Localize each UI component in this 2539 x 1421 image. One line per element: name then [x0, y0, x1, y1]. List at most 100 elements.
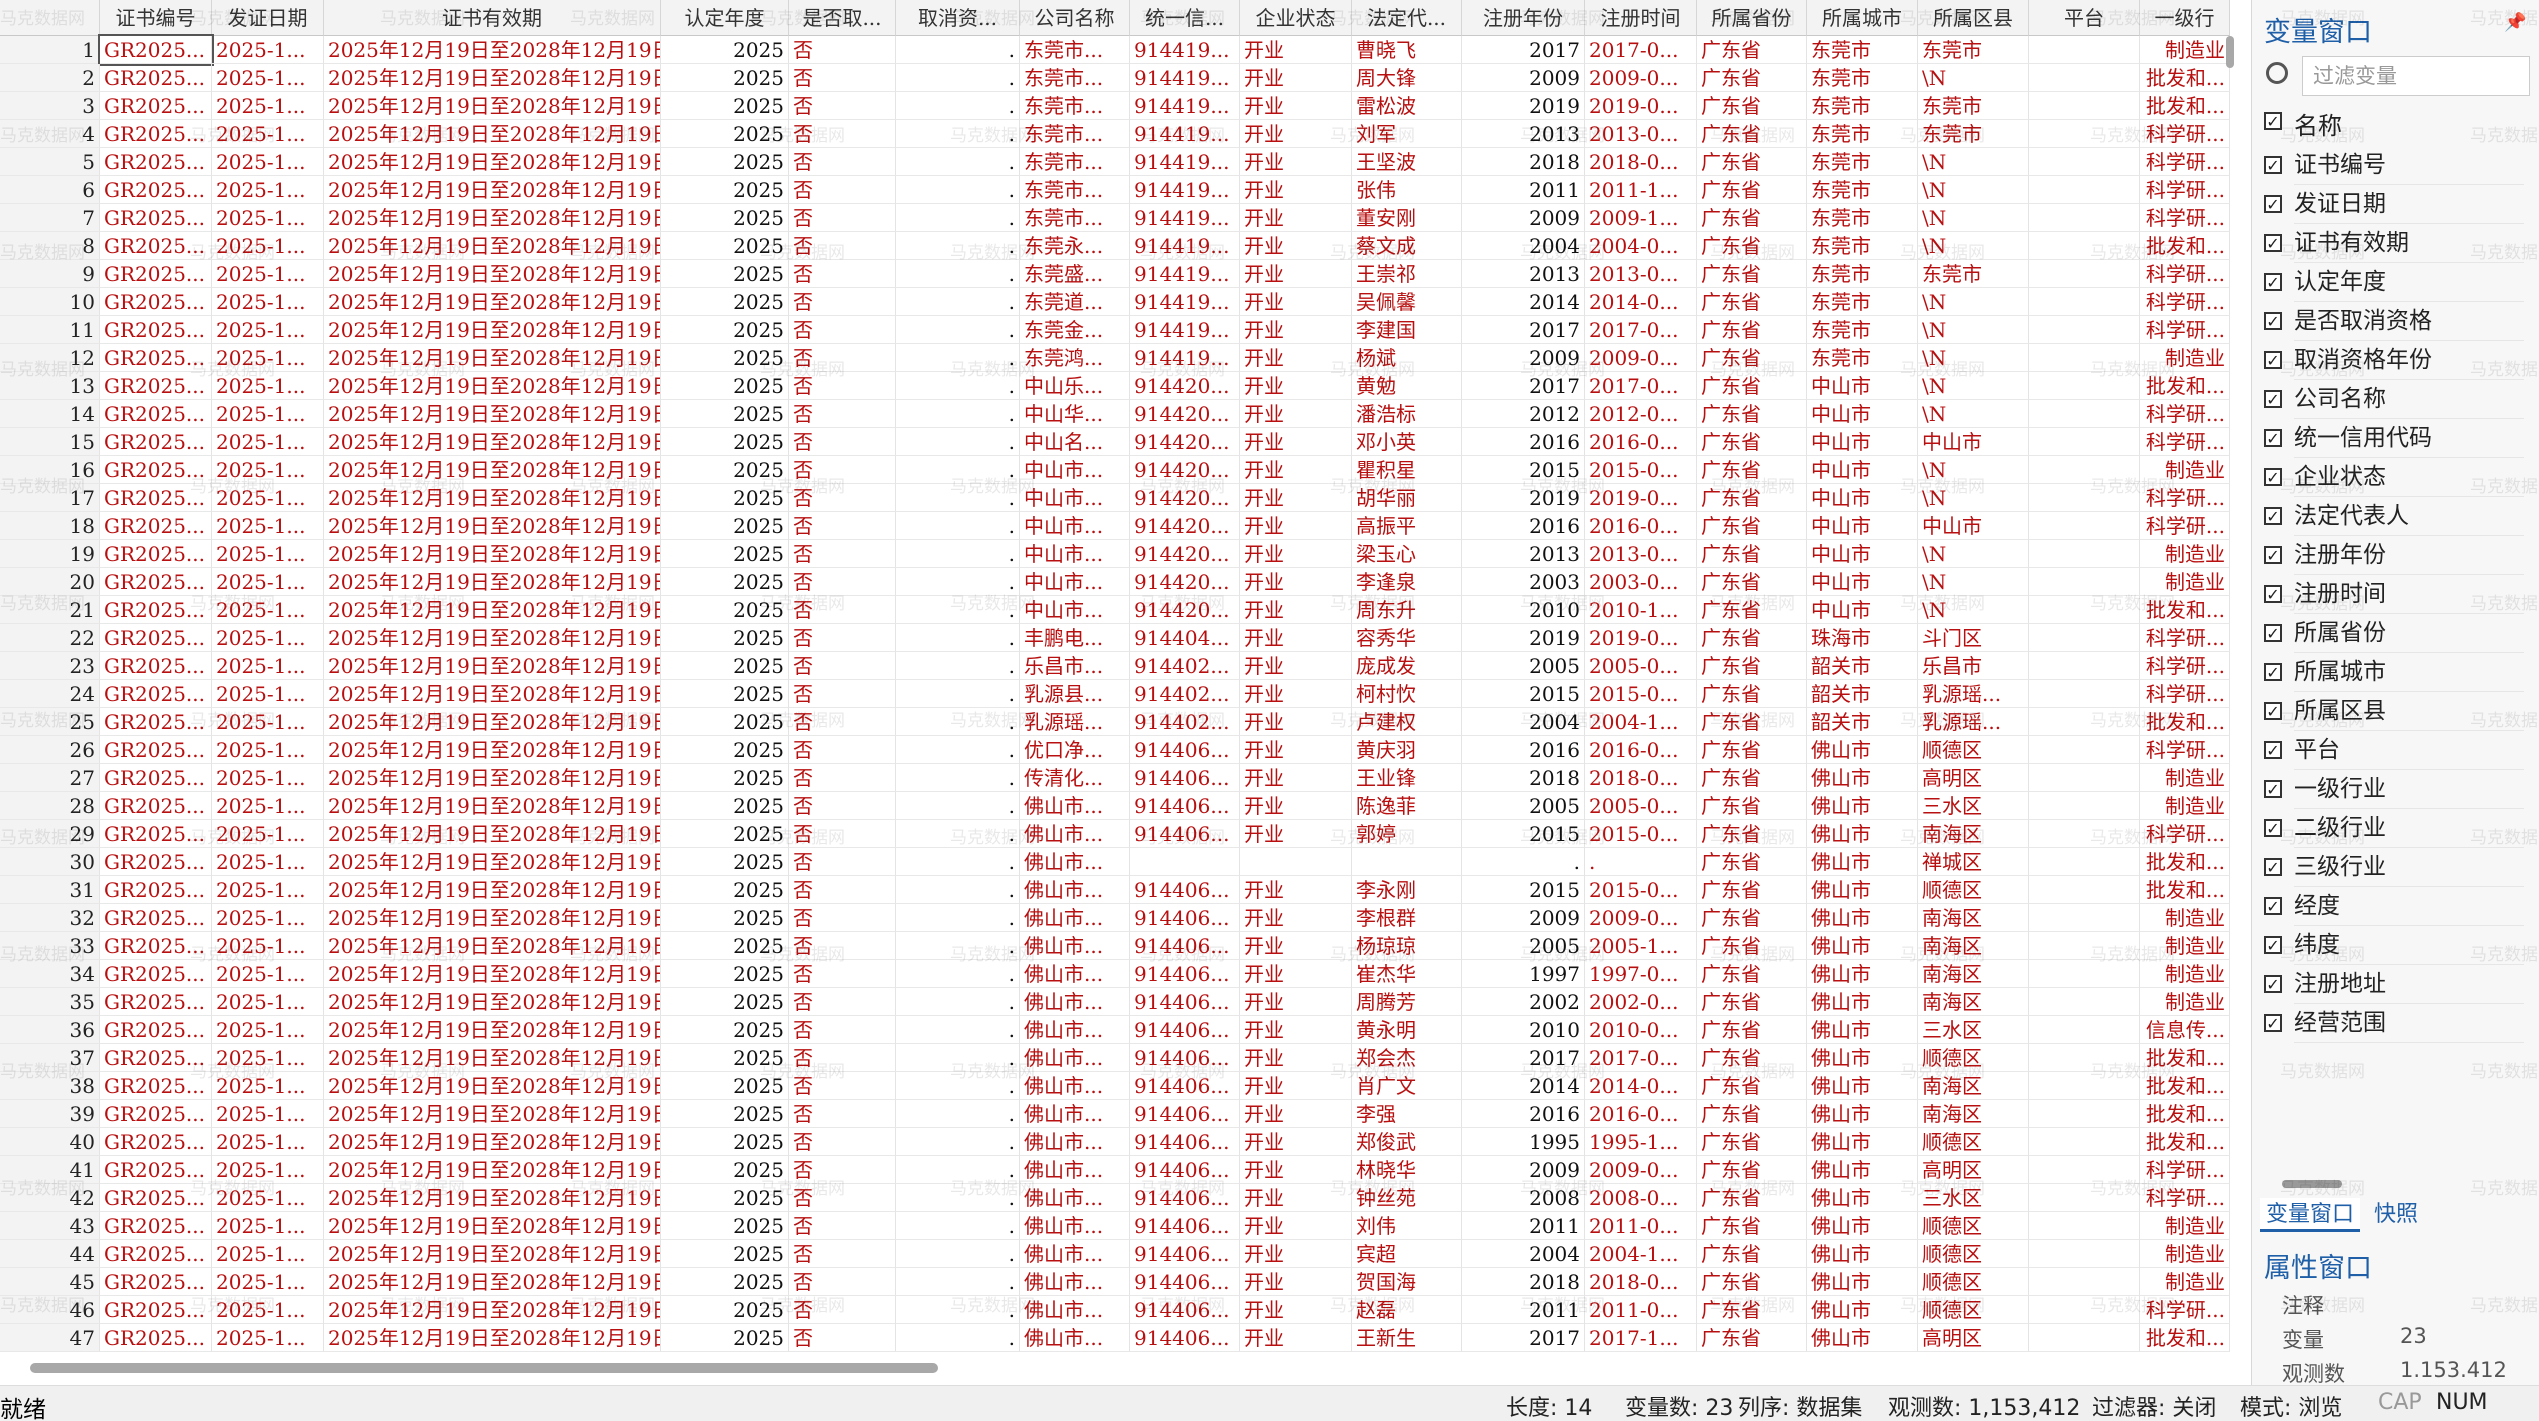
cell[interactable]: 2017-0... — [1585, 372, 1697, 400]
cell[interactable]: GR2025... — [100, 540, 212, 568]
tab[interactable]: 快照 — [2374, 1202, 2419, 1227]
cell[interactable]: 批发和... — [2140, 92, 2230, 120]
cell[interactable]: 高振平 — [1352, 512, 1462, 540]
cell[interactable]: 914406... — [1130, 1156, 1240, 1184]
cell[interactable] — [2029, 792, 2140, 820]
cell[interactable]: 东莞市... — [1020, 148, 1130, 176]
cell[interactable]: . — [896, 176, 1020, 204]
cell[interactable]: 批发和... — [2140, 1324, 2230, 1352]
cell[interactable]: 2025 — [661, 204, 789, 232]
cell[interactable]: \N — [1918, 596, 2029, 624]
cell[interactable]: 开业 — [1240, 1212, 1352, 1240]
cell[interactable]: 914406... — [1130, 960, 1240, 988]
cell[interactable]: \N — [1918, 232, 2029, 260]
cell[interactable]: 2009-0... — [1585, 344, 1697, 372]
cell[interactable]: 2025年12月19日至2028年12月19日 — [324, 960, 661, 988]
cell[interactable]: 斗门区 — [1918, 624, 2029, 652]
cell[interactable]: 高明区 — [1918, 1324, 2029, 1352]
cell[interactable]: 广东省 — [1697, 680, 1807, 708]
variable-name[interactable]: 法定代表人 — [2294, 497, 2524, 536]
cell[interactable]: GR2025... — [100, 484, 212, 512]
cell[interactable]: 2013-0... — [1585, 260, 1697, 288]
cell[interactable]: \N — [1918, 176, 2029, 204]
cell[interactable]: 高明区 — [1918, 764, 2029, 792]
pin[interactable]: 📌 — [2504, 12, 2527, 33]
cell[interactable]: 914406... — [1130, 764, 1240, 792]
checkbox[interactable]: ✓ — [2264, 546, 2282, 564]
cell[interactable]: 914406... — [1130, 1016, 1240, 1044]
cell[interactable]: 2005 — [1462, 652, 1585, 680]
cell[interactable]: 制造业 — [2140, 1268, 2230, 1296]
cell[interactable]: 广东省 — [1697, 484, 1807, 512]
cell[interactable]: 佛山市... — [1020, 848, 1130, 876]
cell[interactable]: 否 — [789, 316, 896, 344]
cell[interactable] — [2029, 1184, 2140, 1212]
cell[interactable]: 2025 — [661, 64, 789, 92]
cell[interactable]: 东莞市 — [1807, 288, 1918, 316]
cell[interactable]: 914420... — [1130, 568, 1240, 596]
cell[interactable]: 2009 — [1462, 64, 1585, 92]
cell[interactable]: 否 — [789, 708, 896, 736]
cell[interactable]: 乐昌市 — [1918, 652, 2029, 680]
cell[interactable]: . — [896, 36, 1020, 64]
cell[interactable]: 开业 — [1240, 736, 1352, 764]
cell[interactable]: 2025年12月19日至2028年12月19日 — [324, 1184, 661, 1212]
cell[interactable]: 2009 — [1462, 204, 1585, 232]
cell[interactable]: \N — [1918, 456, 2029, 484]
cell[interactable]: 制造业 — [2140, 904, 2230, 932]
cell[interactable]: 否 — [789, 540, 896, 568]
cell[interactable]: 2005-0... — [1585, 792, 1697, 820]
cell[interactable]: GR2025... — [100, 232, 212, 260]
checkbox[interactable]: ✓ — [2264, 975, 2282, 993]
cell[interactable]: 914419... — [1130, 92, 1240, 120]
cell[interactable]: 佛山市... — [1020, 1100, 1130, 1128]
cell[interactable] — [2029, 36, 2140, 64]
cell[interactable]: 广东省 — [1697, 92, 1807, 120]
cell[interactable]: 2025-1... — [212, 1016, 324, 1044]
cell[interactable]: 广东省 — [1697, 736, 1807, 764]
cell[interactable]: 2025年12月19日至2028年12月19日 — [324, 680, 661, 708]
cell[interactable]: 2017-0... — [1585, 316, 1697, 344]
checkbox[interactable]: ✓ — [2264, 234, 2282, 252]
cell[interactable]: 2025年12月19日至2028年12月19日 — [324, 400, 661, 428]
checkbox[interactable]: ✓ — [2264, 741, 2282, 759]
cell[interactable]: GR2025... — [100, 316, 212, 344]
cell[interactable]: 2025-1... — [212, 1128, 324, 1156]
variable-name[interactable]: 企业状态 — [2294, 458, 2524, 497]
cell[interactable] — [2029, 148, 2140, 176]
cell[interactable]: 顺德区 — [1918, 1212, 2029, 1240]
cell[interactable]: 优口净... — [1020, 736, 1130, 764]
cell[interactable]: 乐昌市... — [1020, 652, 1130, 680]
cell[interactable]: 2025 — [661, 596, 789, 624]
cell[interactable]: . — [896, 904, 1020, 932]
cell[interactable]: 2025 — [661, 568, 789, 596]
cell[interactable]: 2025-1... — [212, 316, 324, 344]
cell[interactable]: 2017-1... — [1585, 1324, 1697, 1352]
cell[interactable]: 李永刚 — [1352, 876, 1462, 904]
cell[interactable]: 广东省 — [1697, 1268, 1807, 1296]
cell[interactable]: 佛山市 — [1807, 904, 1918, 932]
cell[interactable]: 2025 — [661, 176, 789, 204]
cell[interactable]: 2010 — [1462, 596, 1585, 624]
cell[interactable]: 广东省 — [1697, 1296, 1807, 1324]
cell[interactable]: 否 — [789, 876, 896, 904]
cell[interactable]: 否 — [789, 1212, 896, 1240]
cell[interactable]: 否 — [789, 400, 896, 428]
cell[interactable]: 否 — [789, 204, 896, 232]
cell[interactable]: 否 — [789, 428, 896, 456]
cell[interactable]: GR2025... — [100, 568, 212, 596]
cell[interactable]: 2025 — [661, 680, 789, 708]
cell[interactable]: 914406... — [1130, 1324, 1240, 1352]
cell[interactable]: 否 — [789, 148, 896, 176]
cell[interactable]: GR2025... — [100, 1184, 212, 1212]
cell[interactable]: 佛山市 — [1807, 1268, 1918, 1296]
cell[interactable]: 广东省 — [1697, 1156, 1807, 1184]
cell[interactable]: 顺德区 — [1918, 1268, 2029, 1296]
column-header[interactable]: 一级行 — [2140, 0, 2230, 36]
cell[interactable]: 2025-1... — [212, 120, 324, 148]
cell[interactable]: 制造业 — [2140, 988, 2230, 1016]
cell[interactable]: . — [896, 792, 1020, 820]
cell[interactable]: 2025-1... — [212, 960, 324, 988]
cell[interactable]: . — [896, 652, 1020, 680]
cell[interactable]: 东莞市... — [1020, 64, 1130, 92]
